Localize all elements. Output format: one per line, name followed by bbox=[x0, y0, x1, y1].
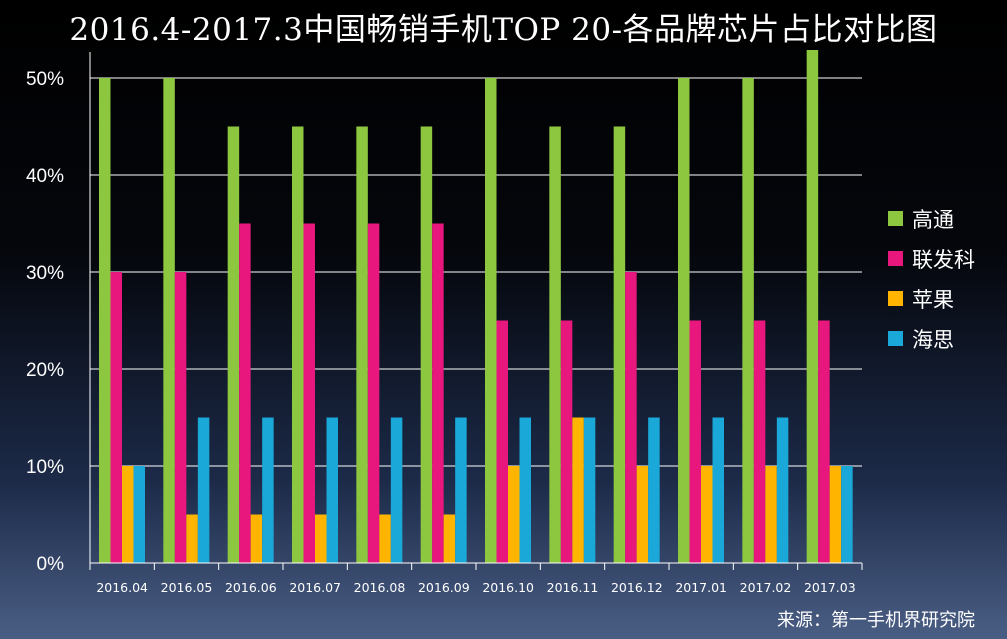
bar bbox=[742, 78, 754, 563]
legend-label: 海思 bbox=[912, 328, 954, 352]
x-tick-label: 2016.04 bbox=[96, 580, 148, 595]
bar bbox=[250, 514, 263, 563]
bar bbox=[613, 126, 626, 563]
x-tick-label: 2016.06 bbox=[225, 580, 277, 595]
bar bbox=[625, 272, 637, 563]
bar bbox=[455, 417, 467, 563]
gridlines bbox=[90, 77, 862, 467]
x-tick-label: 2016.10 bbox=[482, 580, 534, 595]
x-tick-label: 2017.03 bbox=[804, 580, 856, 595]
bar bbox=[379, 514, 391, 563]
axes: 0% 10% 20% 30% 40% 50% 2016.04 2016.05 2016.06 20… bbox=[26, 52, 863, 595]
bar bbox=[818, 320, 830, 563]
bar bbox=[572, 417, 584, 563]
bar bbox=[753, 320, 766, 563]
bar bbox=[326, 417, 338, 563]
legend-swatch bbox=[888, 211, 903, 226]
bar bbox=[485, 78, 497, 563]
bar bbox=[356, 126, 368, 563]
x-tick-label: 2017.01 bbox=[675, 580, 727, 595]
bar bbox=[829, 466, 842, 563]
x-tick-label: 2016.12 bbox=[611, 580, 663, 595]
bar bbox=[508, 466, 520, 563]
x-tick-label: 2016.11 bbox=[547, 580, 599, 595]
bar bbox=[227, 126, 240, 563]
x-tick-label: 2017.02 bbox=[740, 580, 792, 595]
bar bbox=[432, 223, 444, 563]
legend-label: 高通 bbox=[912, 208, 954, 232]
bar bbox=[583, 417, 596, 563]
bars bbox=[99, 50, 853, 563]
legend-label: 联发科 bbox=[912, 248, 975, 272]
bar bbox=[420, 126, 433, 563]
bar bbox=[678, 78, 690, 563]
bar bbox=[122, 466, 134, 563]
y-tick-label: 10% bbox=[26, 457, 64, 478]
bar bbox=[701, 466, 713, 563]
y-tick-label: 40% bbox=[26, 166, 64, 187]
bar bbox=[549, 126, 561, 563]
y-tick-label: 30% bbox=[26, 263, 64, 284]
y-tick-label: 0% bbox=[37, 554, 65, 575]
source-note: 来源：第一手机界研究院 bbox=[777, 610, 975, 631]
x-tick-label: 2016.08 bbox=[354, 580, 406, 595]
bar bbox=[689, 320, 701, 563]
bar bbox=[292, 126, 304, 563]
bar bbox=[133, 466, 145, 563]
bar bbox=[239, 223, 251, 563]
bar bbox=[99, 78, 111, 563]
x-tick-label: 2016.05 bbox=[161, 580, 213, 595]
bar bbox=[648, 417, 660, 563]
bar bbox=[712, 417, 724, 563]
x-tick-label: 2016.09 bbox=[418, 580, 470, 595]
legend-swatch bbox=[888, 331, 903, 346]
bar bbox=[765, 466, 777, 563]
chart-title: 2016.4-2017.3中国畅销手机TOP 20-各品牌芯片占比对比图 bbox=[69, 12, 938, 48]
bar bbox=[806, 50, 819, 563]
y-tick-label: 50% bbox=[26, 69, 64, 90]
legend-swatch bbox=[888, 291, 903, 306]
bar bbox=[443, 514, 456, 563]
bar bbox=[197, 417, 210, 563]
bar bbox=[186, 514, 198, 563]
bar bbox=[496, 320, 508, 563]
bar bbox=[519, 417, 531, 563]
bar bbox=[776, 417, 789, 563]
bar bbox=[315, 514, 327, 563]
y-tick-label: 20% bbox=[26, 360, 64, 381]
x-tick-label: 2016.07 bbox=[289, 580, 341, 595]
legend-label: 苹果 bbox=[912, 288, 954, 312]
bar bbox=[262, 417, 274, 563]
bar bbox=[636, 466, 649, 563]
bar bbox=[303, 223, 315, 563]
legend-swatch bbox=[888, 251, 903, 266]
bar bbox=[174, 272, 187, 563]
bar bbox=[163, 78, 175, 563]
bar bbox=[110, 272, 122, 563]
bar bbox=[560, 320, 573, 563]
bar bbox=[367, 223, 380, 563]
bar bbox=[390, 417, 403, 563]
bar bbox=[841, 466, 853, 563]
